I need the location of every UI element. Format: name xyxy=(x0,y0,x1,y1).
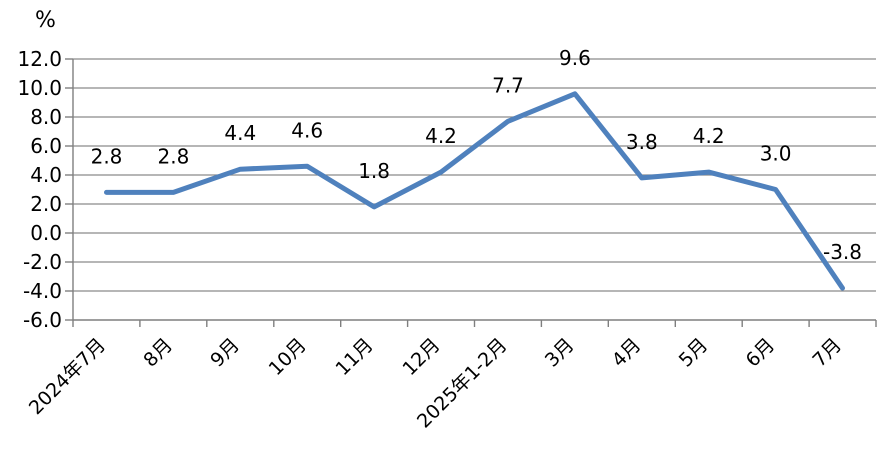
data-label: 2.8 xyxy=(157,144,189,168)
y-tick-label: -6.0 xyxy=(23,308,62,332)
x-tick-label: 8月 xyxy=(139,334,177,372)
data-label: -3.8 xyxy=(823,240,862,264)
x-tick-label: 12月 xyxy=(398,334,444,380)
y-tick-label: 2.0 xyxy=(30,192,62,216)
y-tick-label: 0.0 xyxy=(30,221,62,245)
y-tick-label: -4.0 xyxy=(23,279,62,303)
x-tick-label: 3月 xyxy=(541,334,579,372)
data-label: 3.8 xyxy=(626,130,658,154)
data-label: 1.8 xyxy=(358,159,390,183)
y-axis-unit-label: % xyxy=(35,8,56,33)
y-tick-label: 12.0 xyxy=(17,47,62,71)
data-label: 4.2 xyxy=(693,124,725,148)
data-label: 4.2 xyxy=(425,124,457,148)
y-tick-label: -2.0 xyxy=(23,250,62,274)
x-tick-label: 4月 xyxy=(608,334,646,372)
data-label: 3.0 xyxy=(760,142,792,166)
y-tick-label: 4.0 xyxy=(30,163,62,187)
x-tick-label: 5月 xyxy=(675,334,713,372)
data-label: 7.7 xyxy=(492,73,524,97)
x-tick-label: 10月 xyxy=(265,334,311,380)
x-tick-label: 7月 xyxy=(808,334,846,372)
x-tick-label: 6月 xyxy=(742,334,780,372)
data-label: 4.6 xyxy=(291,118,323,142)
x-tick-label: 11月 xyxy=(332,334,378,380)
data-label: 4.4 xyxy=(224,121,256,145)
x-tick-label: 9月 xyxy=(206,334,244,372)
data-line xyxy=(104,91,845,291)
y-tick-label: 8.0 xyxy=(30,105,62,129)
y-tick-label: 6.0 xyxy=(30,134,62,158)
data-label: 2.8 xyxy=(91,144,123,168)
x-tick-label: 2024年7月 xyxy=(25,334,110,419)
y-tick-label: 10.0 xyxy=(17,76,62,100)
data-label: 9.6 xyxy=(559,46,591,70)
